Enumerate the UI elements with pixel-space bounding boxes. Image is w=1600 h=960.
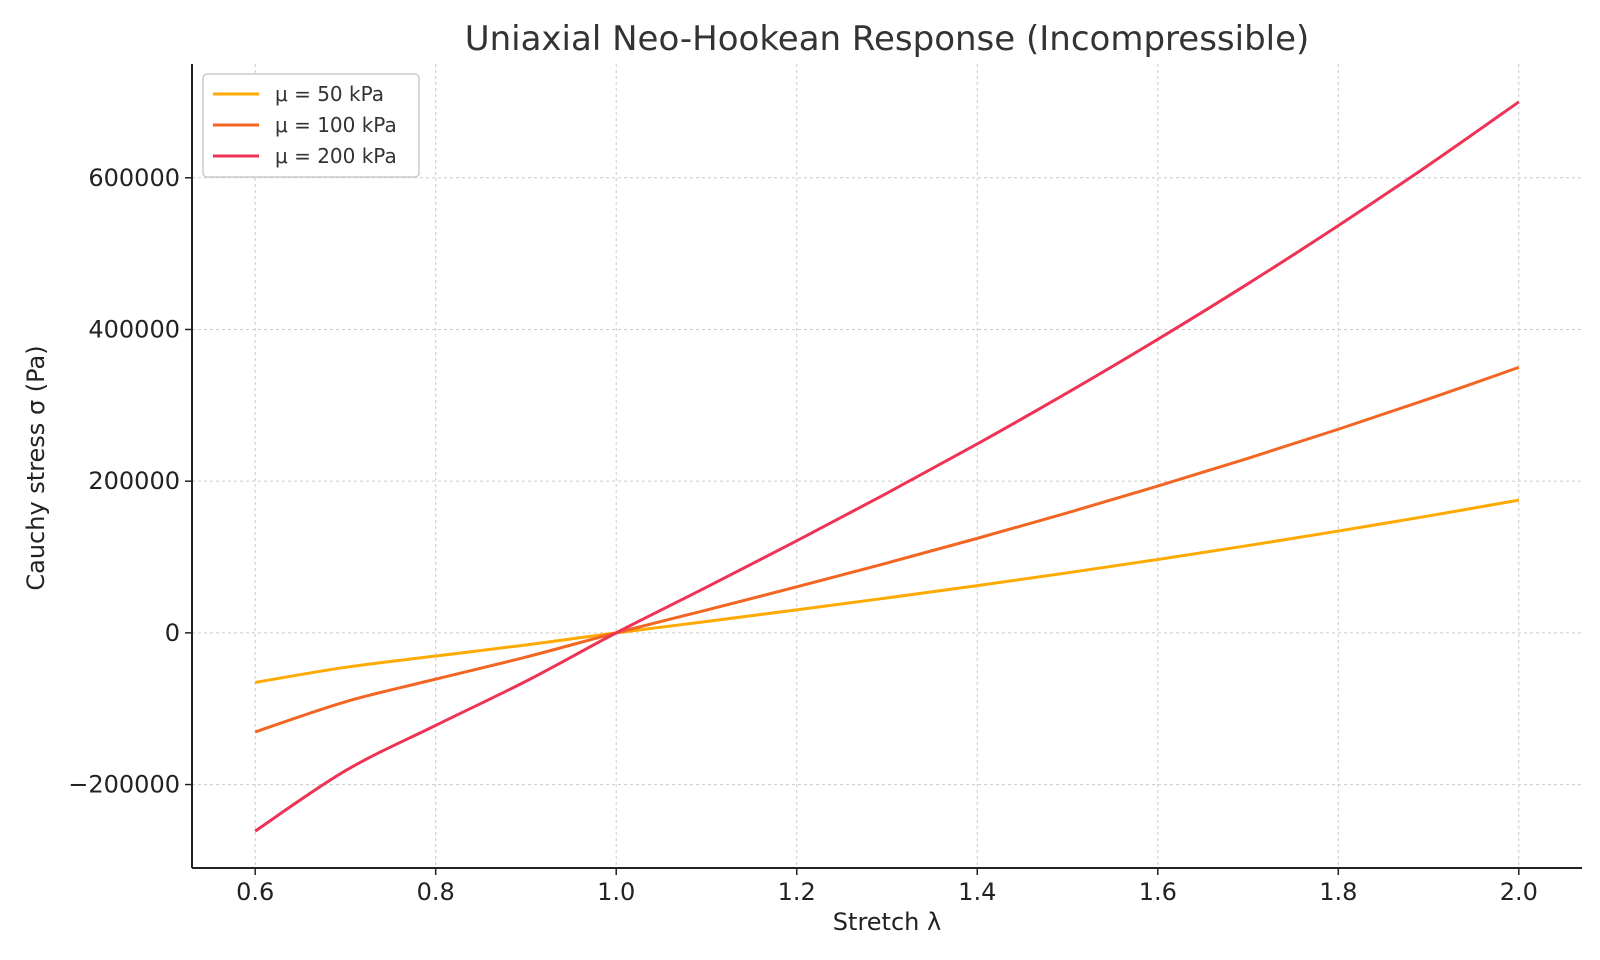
- x-tick-label: 0.8: [417, 878, 455, 906]
- chart-title: Uniaxial Neo-Hookean Response (Incompres…: [465, 19, 1310, 59]
- x-tick-label: 1.0: [597, 878, 635, 906]
- tick-labels: 0.6 0.8 1.0 1.2 1.4 1.6 1.8 2.0 −200000 0 200000 40…: [68, 164, 1538, 906]
- y-tick-label: −200000: [68, 771, 180, 799]
- legend-label: μ = 50 kPa: [275, 82, 384, 106]
- legend: μ = 50 kPa μ = 100 kPa μ = 200 kPa: [202, 73, 420, 178]
- x-tick-label: 1.2: [778, 878, 816, 906]
- series-line-2: [254, 365, 1520, 734]
- x-axis-label: Stretch λ: [833, 908, 941, 936]
- series-lines: [254, 100, 1520, 833]
- legend-box: [202, 73, 420, 178]
- x-tick-label: 0.6: [236, 878, 274, 906]
- grid: [192, 64, 1582, 868]
- x-tick-label: 2.0: [1500, 878, 1538, 906]
- y-tick-label: 600000: [88, 164, 180, 192]
- axes: [191, 64, 1582, 869]
- y-tick-label: 200000: [88, 467, 180, 495]
- y-tick-label: 0: [165, 619, 180, 647]
- x-tick-label: 1.4: [958, 878, 996, 906]
- series-line-1: [254, 498, 1520, 684]
- y-axis-label: Cauchy stress σ (Pa): [22, 345, 50, 590]
- x-tick-label: 1.8: [1319, 878, 1357, 906]
- x-tick-label: 1.6: [1139, 878, 1177, 906]
- legend-label: μ = 100 kPa: [275, 113, 397, 137]
- series-line-3: [254, 100, 1520, 833]
- y-tick-label: 400000: [88, 315, 180, 343]
- legend-label: μ = 200 kPa: [275, 144, 397, 168]
